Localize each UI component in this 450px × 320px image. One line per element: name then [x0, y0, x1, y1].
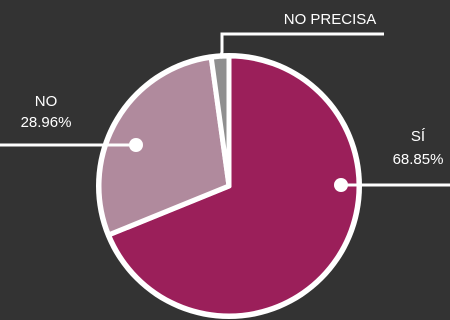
pie-slices	[96, 53, 362, 319]
leader-dot-si	[334, 178, 348, 192]
slice-labels: SÍ 68.85% NO 28.96% NO PRECISA	[21, 11, 444, 168]
slice-label-si: SÍ	[411, 128, 426, 145]
slice-si	[106, 53, 362, 319]
leader-dot-no	[129, 138, 143, 152]
slice-pct-no: 28.96%	[21, 114, 72, 131]
slice-label-no: NO	[35, 93, 58, 110]
leader-line-no-precisa	[218, 32, 384, 59]
slice-label-no-precisa: NO PRECISA	[284, 11, 377, 28]
slice-no	[96, 54, 232, 238]
slice-pct-si: 68.85%	[393, 151, 444, 168]
leader-lines	[0, 32, 450, 192]
